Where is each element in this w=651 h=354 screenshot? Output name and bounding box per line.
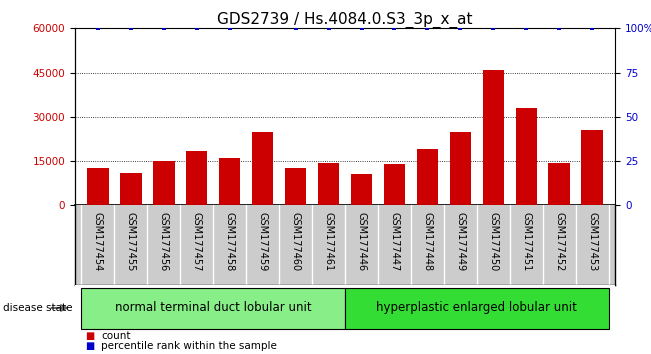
Text: ■: ■ [85,341,94,351]
Text: GSM177454: GSM177454 [93,212,103,271]
Text: GSM177455: GSM177455 [126,212,136,271]
Bar [516,108,537,205]
Text: GSM177451: GSM177451 [521,212,531,271]
Bar [318,162,339,205]
Bar [450,132,471,205]
Text: GSM177449: GSM177449 [455,212,465,271]
Bar [383,164,405,205]
Text: count: count [101,331,130,341]
Bar [219,158,240,205]
Bar [252,132,273,205]
Text: GSM177447: GSM177447 [389,212,400,271]
Text: GSM177450: GSM177450 [488,212,498,271]
Bar [186,151,208,205]
Text: GSM177459: GSM177459 [258,212,268,271]
Text: normal terminal duct lobular unit: normal terminal duct lobular unit [115,302,312,314]
Text: GSM177460: GSM177460 [290,212,301,271]
Text: GSM177461: GSM177461 [324,212,333,271]
Text: GSM177448: GSM177448 [422,212,432,271]
Text: GSM177456: GSM177456 [159,212,169,271]
Text: GSM177453: GSM177453 [587,212,597,271]
Bar [482,70,504,205]
Text: ■: ■ [85,331,94,341]
Title: GDS2739 / Hs.4084.0.S3_3p_x_at: GDS2739 / Hs.4084.0.S3_3p_x_at [217,12,473,28]
Text: GSM177458: GSM177458 [225,212,235,271]
Text: disease state: disease state [3,303,73,313]
Bar [285,169,307,205]
Text: GSM177446: GSM177446 [357,212,367,271]
Bar [345,288,609,329]
Bar [153,161,174,205]
Text: GSM177457: GSM177457 [192,212,202,271]
Bar [81,288,345,329]
Bar [581,130,603,205]
Bar [351,175,372,205]
Bar [87,169,109,205]
Text: percentile rank within the sample: percentile rank within the sample [101,341,277,351]
Bar [549,162,570,205]
Bar [120,173,141,205]
Text: GSM177452: GSM177452 [554,212,564,271]
Bar [417,149,438,205]
Text: hyperplastic enlarged lobular unit: hyperplastic enlarged lobular unit [376,302,577,314]
